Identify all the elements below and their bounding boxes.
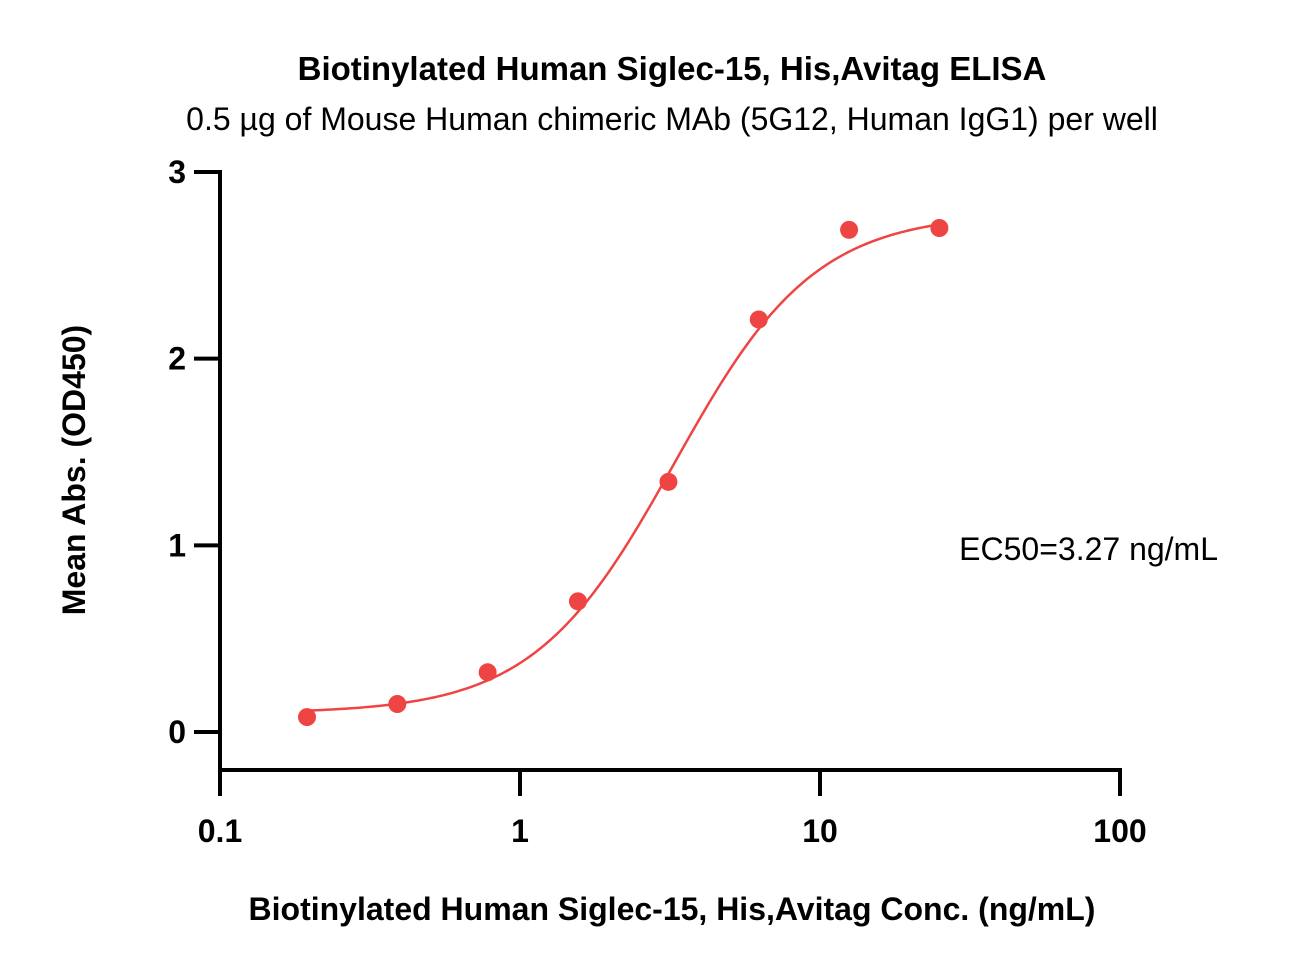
y-tick-label: 2 bbox=[168, 341, 186, 377]
y-tick-label: 1 bbox=[168, 527, 186, 563]
data-point bbox=[298, 708, 317, 727]
x-tick-label: 100 bbox=[1093, 813, 1146, 849]
ec50-annotation: EC50=3.27 ng/mL bbox=[959, 531, 1218, 567]
x-axis-title: Biotinylated Human Siglec-15, His,Avitag… bbox=[249, 891, 1096, 927]
y-tick-label: 0 bbox=[168, 714, 186, 750]
y-axis: 0 1 2 3 bbox=[168, 154, 222, 770]
chart-subtitle: 0.5 µg of Mouse Human chimeric MAb (5G12… bbox=[186, 101, 1158, 137]
data-point bbox=[478, 663, 497, 682]
data-point bbox=[388, 695, 407, 713]
x-tick-label: 1 bbox=[511, 813, 529, 849]
x-tick-label: 10 bbox=[802, 813, 838, 849]
data-point bbox=[930, 219, 949, 237]
chart-title: Biotinylated Human Siglec-15, His,Avitag… bbox=[298, 50, 1047, 87]
y-tick-label: 3 bbox=[168, 154, 186, 190]
fit-curve bbox=[306, 223, 940, 712]
data-point bbox=[659, 472, 678, 491]
x-axis: 0.1 1 10 100 bbox=[198, 768, 1147, 849]
y-axis-title: Mean Abs. (OD450) bbox=[56, 325, 92, 615]
data-point bbox=[568, 592, 587, 611]
x-tick-label: 0.1 bbox=[198, 813, 242, 849]
data-point bbox=[749, 310, 768, 329]
fit-curve-layer bbox=[306, 223, 940, 712]
data-points-layer bbox=[298, 219, 949, 727]
data-point bbox=[840, 220, 859, 239]
